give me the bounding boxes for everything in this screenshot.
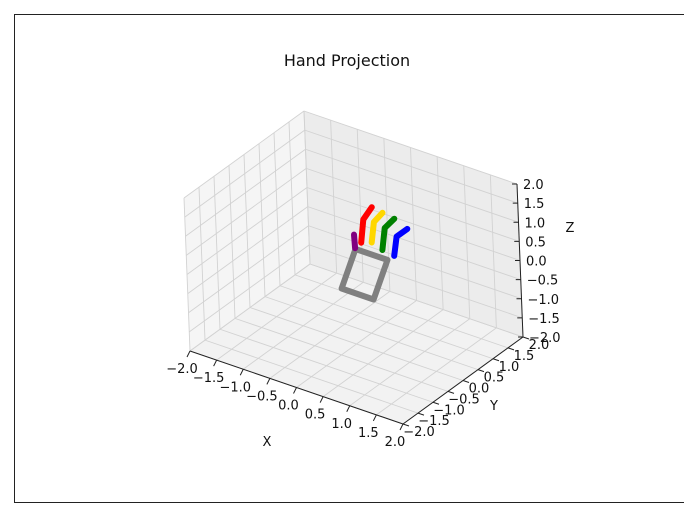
grid-line [305, 148, 519, 223]
x-tick [266, 378, 271, 385]
grid-line [349, 318, 471, 407]
x-tick [346, 405, 351, 412]
z-tick-label: 0.5 [525, 235, 546, 250]
grid-line [294, 274, 509, 349]
x-tick-label: 1.5 [358, 426, 379, 441]
y-axis-label: Y [489, 399, 498, 414]
z-axis-label: Z [566, 221, 575, 236]
y-tick-label: 0.5 [484, 371, 505, 386]
y-tick-label: 0.0 [469, 382, 490, 397]
grid-line [264, 296, 479, 371]
grid-line [303, 110, 311, 265]
palm-series [338, 246, 391, 303]
grid-line [489, 174, 497, 328]
x-tick-label: −1.0 [219, 380, 251, 395]
y-tick-label: −2.0 [403, 425, 435, 440]
y-tick [417, 412, 425, 416]
grid-line [186, 187, 308, 275]
y-tick [507, 347, 515, 351]
x-tick-label: 0.5 [305, 408, 326, 423]
x-axis-label: X [263, 435, 272, 450]
y-tick [462, 380, 470, 383]
grid-line [376, 327, 497, 416]
finger-series-1 [351, 231, 359, 252]
z-tick-label: −2.0 [529, 331, 561, 346]
grid-line [288, 121, 296, 275]
grid-line [436, 156, 444, 310]
y-tick [447, 390, 455, 394]
x-tick [399, 423, 404, 431]
y-tick-label: 1.0 [499, 360, 520, 375]
finger-series-2 [358, 204, 375, 246]
x-tick-label: −2.0 [166, 362, 198, 377]
y-tick-label: 1.5 [514, 349, 535, 364]
data-series [338, 204, 411, 303]
x-tick-label: −1.5 [193, 371, 225, 386]
grid-line [463, 165, 471, 319]
x-tick [213, 359, 218, 367]
z-tick-label: 1.5 [524, 197, 545, 212]
y-tick-label: −1.0 [433, 403, 465, 418]
x-tick-label: 2.0 [385, 435, 406, 450]
tick-marks [186, 183, 530, 431]
x-tick [293, 387, 297, 394]
x-tick [186, 350, 191, 358]
grid-line [185, 168, 307, 256]
tick-labels: −2.0−2.0−2.0−1.5−1.5−1.5−1.0−1.0−1.0−0.5… [166, 178, 560, 450]
y-tick-label: −1.5 [418, 414, 450, 429]
y-tick [402, 423, 410, 427]
z-tick-label: −1.5 [528, 312, 560, 327]
x-tick-label: 1.0 [331, 417, 352, 432]
grid-line [304, 129, 518, 204]
grid-line [306, 187, 521, 261]
z-tick-label: 0.0 [526, 255, 547, 270]
y-tick [432, 401, 440, 405]
y-tick [522, 336, 530, 340]
x-tick-label: −0.5 [246, 389, 278, 404]
z-tick-label: 1.0 [525, 216, 546, 231]
y-tick-label: −0.5 [448, 392, 480, 407]
grid-line [249, 307, 464, 381]
x-tick [239, 369, 244, 376]
y-tick-label: 2.0 [529, 338, 550, 353]
grid-line [273, 132, 281, 286]
x-tick [319, 396, 324, 403]
grid-line [183, 110, 305, 199]
grid-line [258, 143, 266, 297]
z-tick-label: −0.5 [527, 274, 559, 289]
x-tick [372, 414, 377, 422]
grid-line [279, 285, 494, 360]
grid-line [303, 110, 518, 185]
grid-line [322, 309, 444, 397]
y-tick [477, 369, 485, 373]
y-tick [492, 358, 500, 362]
grid-line [185, 148, 306, 237]
finger-series-3 [368, 209, 386, 246]
z-tick-label: −1.0 [528, 293, 560, 308]
grid-line [184, 129, 306, 218]
axis-panes [184, 111, 523, 424]
x-tick-label: 0.0 [278, 399, 299, 414]
chart-title: Hand Projection [284, 51, 410, 70]
finger-series-5 [391, 225, 411, 259]
z-tick-label: 2.0 [523, 178, 544, 193]
grid-line [306, 167, 520, 242]
finger-series-4 [379, 215, 398, 253]
